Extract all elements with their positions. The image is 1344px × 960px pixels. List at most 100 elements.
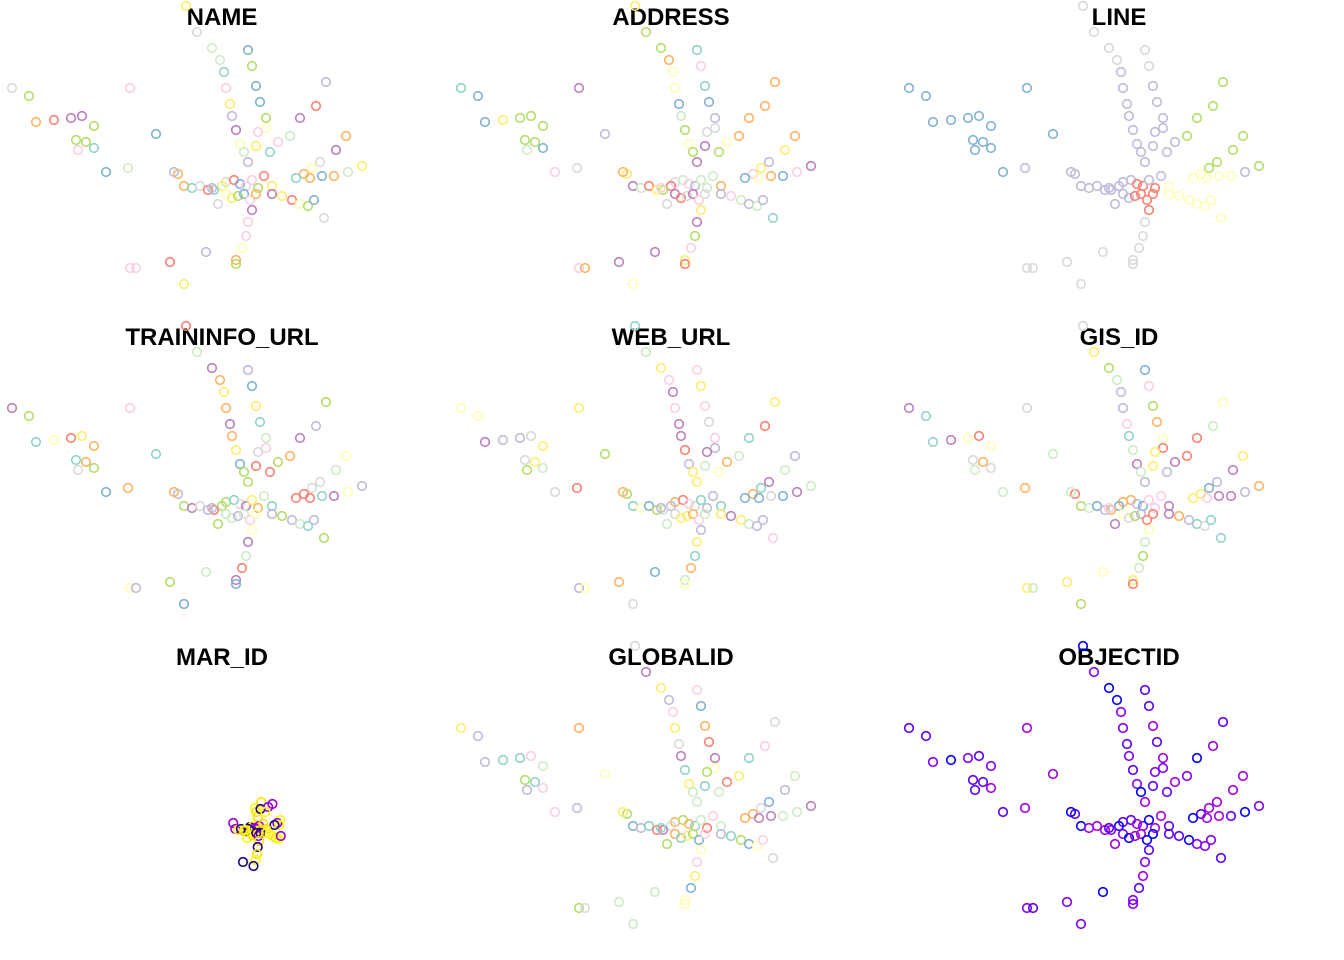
data-point [1149, 766, 1161, 778]
data-point [1157, 112, 1169, 124]
data-point [242, 364, 254, 376]
data-point [1157, 762, 1169, 774]
data-point [260, 432, 272, 444]
data-point [235, 823, 246, 835]
data-point [48, 114, 60, 126]
data-point [649, 886, 661, 898]
data-point [269, 819, 280, 831]
data-point [1111, 374, 1123, 386]
data-point [1113, 180, 1125, 192]
data-point [1047, 448, 1059, 460]
data-point [314, 476, 326, 488]
data-point [663, 54, 675, 66]
data-point [707, 490, 719, 502]
data-point [1021, 402, 1033, 414]
data-point [1169, 136, 1181, 148]
data-point [1103, 502, 1115, 514]
data-point [1135, 508, 1147, 520]
data-point [1061, 576, 1073, 588]
data-point [679, 764, 691, 776]
data-point [519, 134, 531, 146]
data-point [689, 550, 701, 562]
data-point [180, 0, 192, 12]
data-point [65, 432, 77, 444]
data-point [252, 182, 264, 194]
data-point [1019, 482, 1031, 494]
data-point [1103, 362, 1115, 374]
points-traininfo-url [6, 320, 368, 610]
data-point [683, 138, 695, 150]
data-point [1139, 856, 1151, 868]
data-point [685, 882, 697, 894]
data-point [759, 420, 771, 432]
data-point [713, 146, 725, 158]
data-point [250, 400, 262, 412]
data-point [695, 174, 707, 186]
data-point [206, 42, 218, 54]
data-point [763, 476, 775, 488]
data-point [208, 504, 220, 516]
data-point [284, 130, 296, 142]
data-point [1155, 810, 1167, 822]
data-point [314, 156, 326, 168]
data-point [765, 170, 777, 182]
data-point [1149, 822, 1161, 834]
data-point [663, 374, 675, 386]
data-point [1019, 802, 1031, 814]
data-point [755, 802, 767, 814]
data-point [1205, 194, 1217, 206]
data-point [695, 700, 707, 712]
data-point [1129, 510, 1141, 522]
data-point [200, 246, 212, 258]
data-point [977, 456, 989, 468]
data-point [683, 778, 695, 790]
data-point [673, 738, 685, 750]
data-point [168, 486, 180, 498]
data-point [1151, 96, 1163, 108]
data-point [250, 460, 262, 472]
data-point [250, 508, 262, 520]
data-point [236, 562, 248, 574]
data-point [216, 180, 228, 192]
data-point [673, 98, 685, 110]
data-point [306, 482, 318, 494]
points-globalid [455, 640, 817, 930]
data-point [1149, 126, 1161, 138]
data-point [194, 180, 206, 192]
data-point [65, 112, 77, 124]
data-point [699, 508, 711, 520]
data-point [340, 450, 352, 462]
data-point [1103, 822, 1115, 834]
data-point [1191, 752, 1203, 764]
data-point [472, 90, 484, 102]
data-point [1088, 26, 1100, 38]
data-point [751, 840, 763, 852]
data-point [699, 80, 711, 92]
data-point [1207, 100, 1219, 112]
data-point [703, 96, 715, 108]
data-point [1239, 486, 1251, 498]
data-point [1151, 416, 1163, 428]
data-point [687, 508, 699, 520]
data-point [1143, 60, 1155, 72]
data-point [721, 456, 733, 468]
data-point [1127, 124, 1139, 136]
data-point [251, 848, 263, 860]
data-point [1149, 182, 1161, 194]
data-point [1115, 386, 1127, 398]
data-point [266, 508, 278, 520]
data-point [1137, 230, 1149, 242]
points-mar-id [228, 796, 286, 872]
data-point [1139, 364, 1151, 376]
data-point [76, 110, 88, 122]
data-point [681, 830, 693, 842]
data-point [1123, 110, 1135, 122]
data-point [977, 776, 989, 788]
data-point [521, 144, 533, 156]
data-point [675, 832, 687, 844]
data-point [290, 492, 302, 504]
data-point [751, 520, 763, 532]
data-point [250, 140, 262, 152]
data-point [537, 440, 549, 452]
data-point [1133, 562, 1145, 574]
